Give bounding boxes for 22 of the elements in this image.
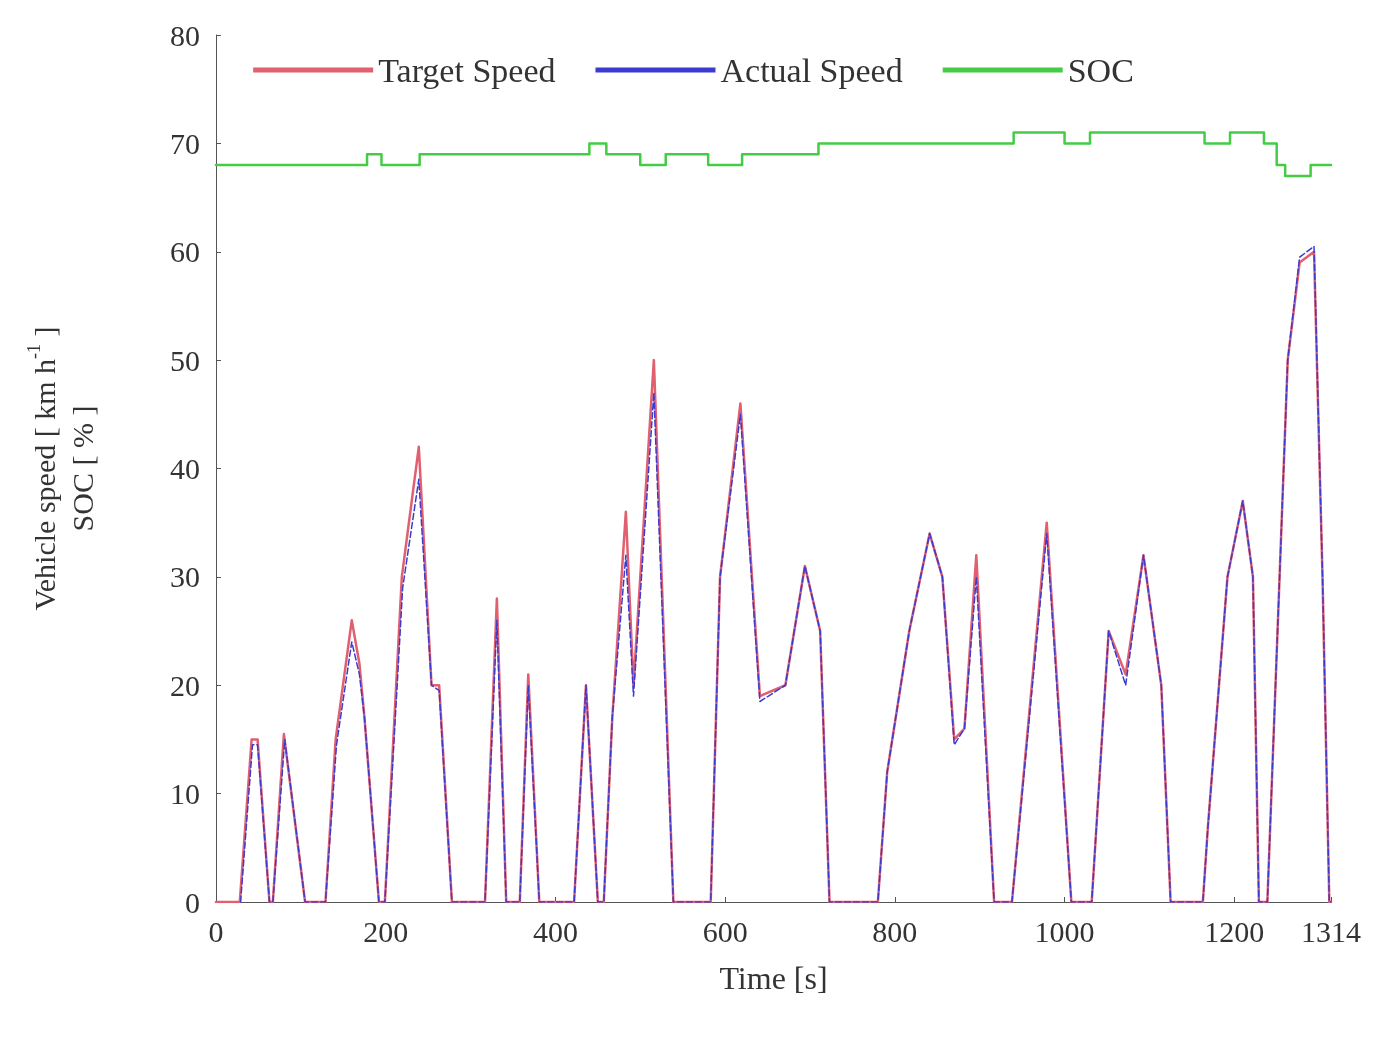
legend-label: SOC: [1067, 51, 1134, 89]
x-tick-label: 1200: [1204, 914, 1265, 948]
legend-label: Actual Speed: [720, 51, 903, 89]
legend-label: Target Speed: [378, 51, 556, 89]
x-tick-label: 200: [363, 914, 409, 948]
x-tick-label: 400: [532, 914, 578, 948]
y-tick-label: 10: [170, 777, 200, 811]
y-tick-label: 0: [185, 885, 200, 919]
y-tick-label: 70: [170, 126, 200, 160]
y-tick-label: 40: [170, 452, 200, 485]
x-tick-label: 1000: [1034, 914, 1095, 948]
x-tick-label: 600: [702, 914, 748, 948]
y-tick-label: 50: [170, 343, 200, 377]
x-tick-label: 800: [872, 914, 918, 948]
text: Vehicle speed [ km h-1 ] SOC [ % ]: [24, 326, 99, 611]
x-tick-label: 1314: [1301, 914, 1361, 948]
x-axis-title: Time [s]: [719, 960, 828, 996]
y-tick-label: 60: [170, 235, 200, 269]
y-tick-label: 80: [170, 18, 200, 52]
y-tick-label: 20: [170, 668, 200, 702]
x-tick-label: 0: [208, 914, 224, 948]
y-tick-label: 30: [170, 560, 200, 594]
